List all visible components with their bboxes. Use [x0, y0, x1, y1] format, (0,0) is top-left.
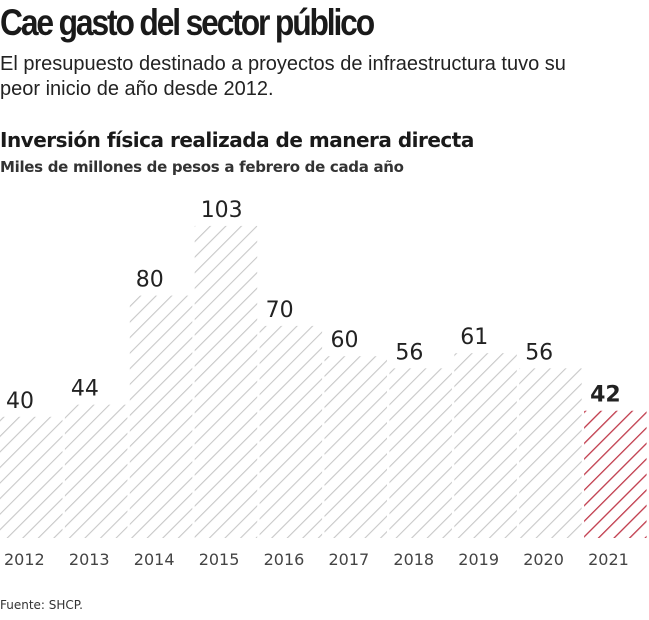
data-label-2017: 60: [331, 328, 359, 353]
x-tick-label-2012: 2012: [4, 550, 45, 569]
chart-unit-label: Miles de millones de pesos a febrero de …: [0, 158, 404, 176]
bar-2020: [519, 368, 582, 538]
source-note: Fuente: SHCP.: [0, 598, 83, 612]
data-label-2015: 103: [201, 198, 243, 223]
x-tick-label-2017: 2017: [329, 550, 370, 569]
x-tick-label-2021: 2021: [588, 550, 629, 569]
bar-2015: [194, 225, 258, 538]
data-label-2016: 70: [266, 298, 294, 323]
bar-2021: [584, 410, 647, 538]
x-tick-label-2015: 2015: [199, 550, 240, 569]
bar-2018: [389, 368, 452, 538]
page-title: Cae gasto del sector público: [0, 2, 375, 43]
bar-2016: [259, 325, 323, 538]
x-tick-label-2013: 2013: [69, 550, 110, 569]
data-label-2020: 56: [525, 340, 553, 365]
bar-2013: [64, 404, 128, 538]
x-tick-label-2020: 2020: [523, 550, 564, 569]
data-label-2014: 80: [136, 268, 164, 293]
data-label-2013: 44: [71, 377, 99, 402]
x-tick-label-2018: 2018: [393, 550, 434, 569]
chart-title: Inversión física realizada de manera dir…: [0, 128, 474, 152]
data-label-2019: 61: [460, 325, 488, 350]
data-label-2021: 42: [590, 383, 621, 408]
bar-2014: [129, 295, 193, 538]
x-tick-label-2014: 2014: [134, 550, 175, 569]
bar-2017: [324, 356, 387, 538]
x-tick-label-2019: 2019: [458, 550, 499, 569]
bar-2019: [454, 353, 517, 538]
data-label-2018: 56: [395, 340, 423, 365]
x-tick-label-2016: 2016: [264, 550, 305, 569]
data-label-2012: 40: [6, 389, 34, 414]
bar-2012: [0, 416, 63, 538]
page-subtitle: El presupuesto destinado a proyectos de …: [0, 53, 566, 100]
